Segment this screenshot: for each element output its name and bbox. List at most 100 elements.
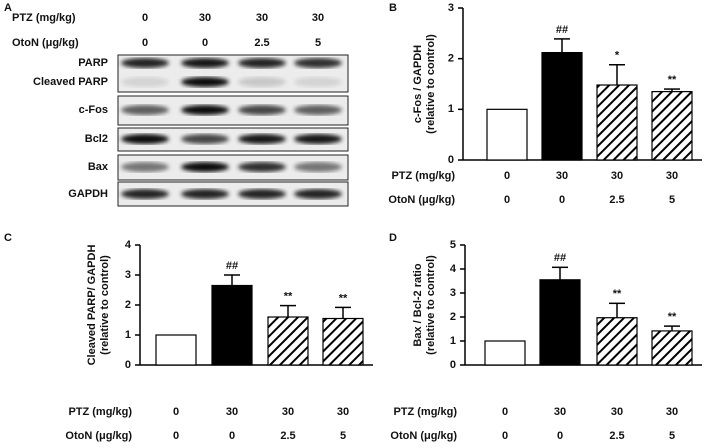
band [294, 189, 342, 199]
x-table-value: 30 [666, 406, 678, 418]
condition-value: 30 [256, 12, 268, 24]
y-axis-label: (relative to control) [425, 34, 437, 134]
band [121, 189, 169, 199]
x-table-value: 30 [226, 406, 238, 418]
y-tick-label: 2 [448, 53, 454, 65]
y-tick-label: 3 [450, 287, 456, 299]
band-label: PARP [78, 57, 108, 69]
band-label: Bcl2 [85, 133, 108, 145]
bar-chart: C 0 1 2 3 4 Cleaved PARP/ GAPDH (relative to co… [4, 232, 373, 442]
x-table-value: 0 [173, 430, 179, 442]
x-table-value: 2.5 [609, 194, 624, 206]
x-table-value: 30 [556, 170, 568, 182]
x-table-label: OtoN (μg/kg) [390, 430, 457, 442]
band-label: Cleaved PARP [33, 76, 108, 88]
condition-value: 30 [199, 12, 211, 24]
band [294, 58, 342, 68]
significance-label: * [615, 50, 620, 62]
y-tick-label: 2 [125, 299, 131, 311]
band [294, 105, 342, 115]
condition-value: 0 [142, 12, 148, 24]
x-table-value: 5 [669, 430, 675, 442]
y-tick-label: 1 [125, 329, 131, 341]
x-table-value: 0 [502, 430, 508, 442]
band [121, 134, 169, 144]
bar [596, 317, 638, 366]
x-table-value: 30 [611, 406, 623, 418]
panel-label: B [389, 2, 397, 14]
bar [651, 330, 693, 366]
x-table-value: 0 [229, 430, 235, 442]
significance-label: ## [226, 260, 238, 272]
x-table-value: 5 [669, 194, 675, 206]
y-tick-label: 3 [448, 2, 454, 14]
x-table-value: 30 [666, 170, 678, 182]
x-table-label: OtoN (μg/kg) [388, 194, 455, 206]
y-tick-label: 4 [125, 239, 132, 251]
band [181, 134, 229, 144]
x-table-value: 30 [554, 406, 566, 418]
x-table-value: 30 [282, 406, 294, 418]
x-table-value: 0 [557, 430, 563, 442]
band [181, 77, 229, 87]
panel-label: D [389, 232, 397, 244]
band [238, 77, 286, 87]
significance-label: ** [668, 311, 677, 323]
band [238, 58, 286, 68]
x-table-value: 0 [502, 406, 508, 418]
x-table-value: 0 [559, 194, 565, 206]
band-label: Bax [88, 161, 109, 173]
significance-label: ** [668, 74, 677, 86]
y-tick-label: 0 [448, 154, 454, 166]
x-table-value: 2.5 [280, 430, 295, 442]
band [181, 189, 229, 199]
y-axis-label: c-Fos / GAPDH [412, 45, 424, 123]
band [181, 58, 229, 68]
bar [211, 284, 253, 366]
band [121, 77, 169, 87]
band [121, 58, 169, 68]
bar [651, 90, 693, 161]
x-table-label: PTZ (mg/kg) [393, 406, 457, 418]
condition-label: PTZ (mg/kg) [12, 12, 76, 24]
band [294, 162, 342, 172]
band [121, 105, 169, 115]
y-axis-label: Cleaved PARP/ GAPDH [86, 245, 98, 366]
condition-value: 2.5 [254, 37, 269, 49]
x-table-value: 30 [611, 170, 623, 182]
band [181, 105, 229, 115]
y-axis-label: Bax / Bcl-2 ratio [412, 263, 424, 346]
y-tick-label: 3 [125, 269, 131, 281]
y-axis-label: (relative to control) [99, 255, 111, 355]
condition-value: 0 [202, 37, 208, 49]
significance-label: ** [339, 292, 348, 304]
condition-value: 30 [312, 12, 324, 24]
bar [541, 51, 583, 161]
condition-label: OtoN (μg/kg) [12, 37, 79, 49]
bar-chart: D 0 1 2 3 4 5 Bax / Bcl-2 ratio (relative to con… [389, 232, 702, 442]
band [238, 189, 286, 199]
significance-label: ** [613, 288, 622, 300]
y-tick-label: 5 [450, 239, 456, 251]
band [294, 134, 342, 144]
x-table-value: 0 [504, 194, 510, 206]
bar [486, 108, 528, 161]
significance-label: ** [284, 291, 293, 303]
band [238, 134, 286, 144]
x-table-label: OtoN (μg/kg) [65, 430, 132, 442]
bar [267, 316, 309, 366]
x-table-value: 30 [337, 406, 349, 418]
significance-label: ## [554, 252, 566, 264]
y-tick-label: 0 [450, 359, 456, 371]
y-tick-label: 2 [450, 311, 456, 323]
bar [322, 317, 364, 366]
x-table-label: PTZ (mg/kg) [68, 406, 132, 418]
y-tick-label: 0 [125, 359, 131, 371]
x-table-value: 5 [340, 430, 346, 442]
x-table-value: 0 [173, 406, 179, 418]
band [121, 162, 169, 172]
condition-value: 0 [142, 37, 148, 49]
bar [484, 340, 526, 366]
panel-label: A [4, 2, 12, 14]
x-table-label: PTZ (mg/kg) [391, 170, 455, 182]
